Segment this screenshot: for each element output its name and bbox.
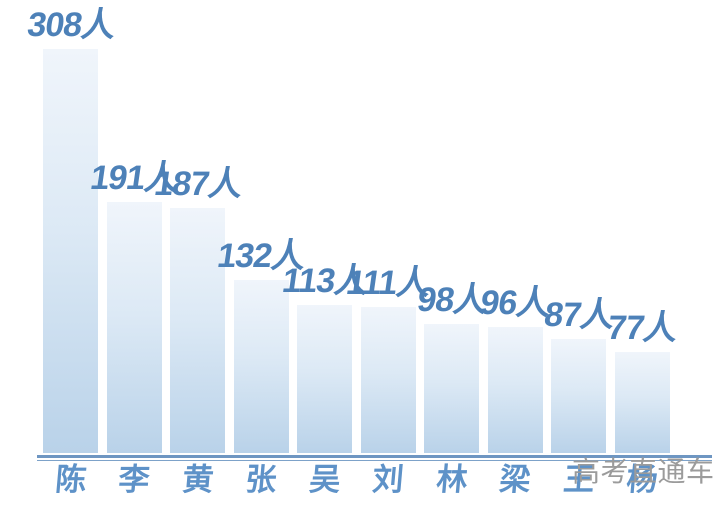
x-axis-line-top: [37, 455, 712, 458]
bar: [233, 279, 289, 453]
bar: [424, 324, 479, 453]
bar: [297, 304, 352, 453]
bar-value-label: 77人: [604, 309, 680, 347]
bar-value-label: 87人: [541, 295, 616, 334]
bar: [360, 307, 416, 453]
x-axis-label: 梁: [497, 462, 533, 497]
bar-value-label: 187人: [151, 164, 244, 203]
bar: [106, 202, 162, 453]
bar: [170, 207, 225, 453]
x-axis-label: 林: [434, 462, 469, 497]
bar: [551, 338, 606, 453]
x-axis-label: 黄: [180, 462, 215, 497]
x-axis-line-bottom: [37, 459, 712, 462]
bar: [487, 327, 543, 453]
x-axis-label: 吴: [307, 462, 342, 497]
bar-value-label: 308人: [24, 6, 117, 44]
bar-value-label: 96人: [477, 284, 553, 323]
bar: [43, 49, 98, 453]
x-axis-label: 李: [116, 462, 152, 497]
x-axis-label: 张: [243, 462, 279, 497]
x-axis-label: 刘: [370, 462, 406, 497]
watermark: 高考直通车: [572, 456, 715, 487]
x-axis-label: 陈: [53, 462, 88, 497]
bar-value-label: 98人: [414, 281, 489, 320]
bar: [614, 352, 670, 453]
x-axis-line: [37, 455, 712, 463]
